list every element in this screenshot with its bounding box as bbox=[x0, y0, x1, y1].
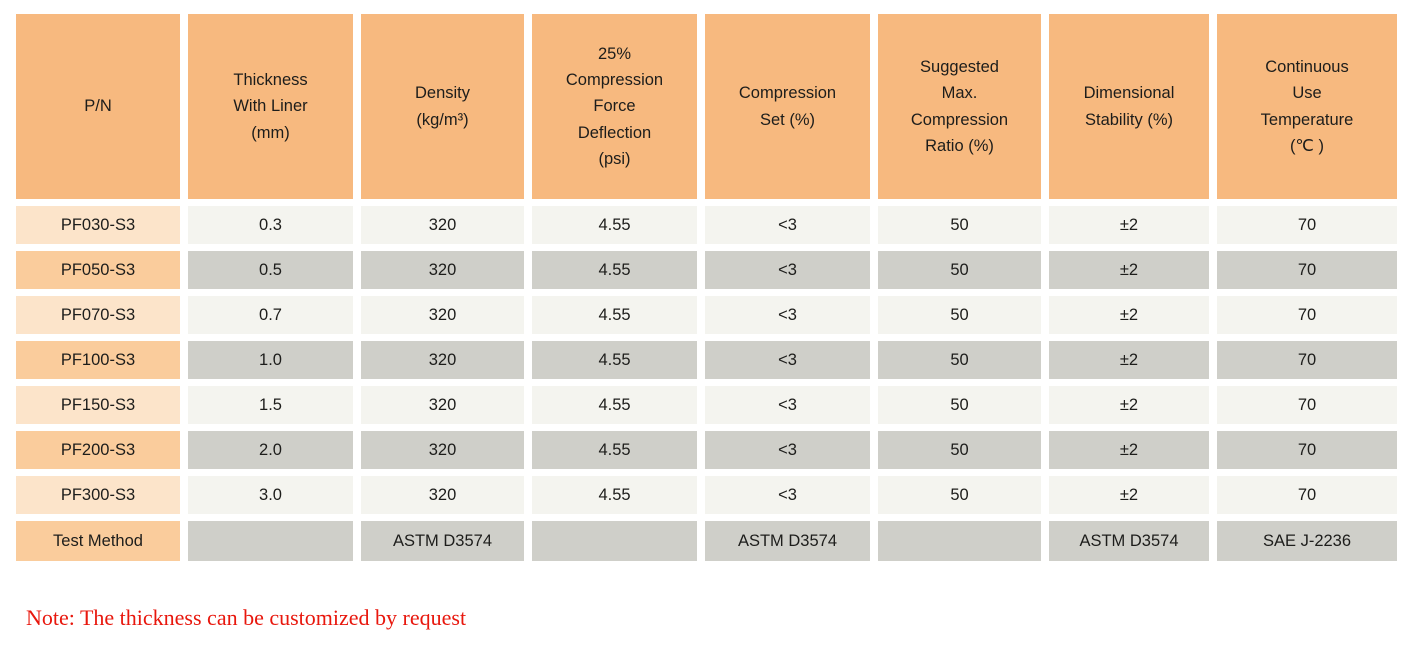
table-row: PF100-S3 1.0 320 4.55 <3 50 ±2 70 bbox=[16, 341, 1397, 379]
header-cell-5: Suggested Max. Compression Ratio (%) bbox=[878, 14, 1041, 199]
value-cell: <3 bbox=[705, 341, 870, 379]
value-cell: 4.55 bbox=[532, 431, 697, 469]
value-cell: <3 bbox=[705, 251, 870, 289]
value-cell: 0.5 bbox=[188, 251, 353, 289]
value-cell: 0.3 bbox=[188, 206, 353, 244]
value-cell: 320 bbox=[361, 296, 524, 334]
test-method-cell bbox=[878, 521, 1041, 561]
value-cell: 70 bbox=[1217, 341, 1397, 379]
value-cell: 50 bbox=[878, 251, 1041, 289]
value-cell: ±2 bbox=[1049, 206, 1209, 244]
value-cell: 70 bbox=[1217, 251, 1397, 289]
pn-cell: PF150-S3 bbox=[16, 386, 180, 424]
value-cell: 70 bbox=[1217, 431, 1397, 469]
table-row: PF030-S3 0.3 320 4.55 <3 50 ±2 70 bbox=[16, 206, 1397, 244]
pn-cell: PF200-S3 bbox=[16, 431, 180, 469]
table-row: PF050-S3 0.5 320 4.55 <3 50 ±2 70 bbox=[16, 251, 1397, 289]
value-cell: 70 bbox=[1217, 296, 1397, 334]
pn-cell: PF050-S3 bbox=[16, 251, 180, 289]
pn-cell: PF070-S3 bbox=[16, 296, 180, 334]
value-cell: ±2 bbox=[1049, 386, 1209, 424]
value-cell: 320 bbox=[361, 386, 524, 424]
header-cell-6: Dimensional Stability (%) bbox=[1049, 14, 1209, 199]
value-cell: 3.0 bbox=[188, 476, 353, 514]
header-cell-1: Thickness With Liner (mm) bbox=[188, 14, 353, 199]
value-cell: 70 bbox=[1217, 476, 1397, 514]
header-cell-7: Continuous Use Temperature (℃ ) bbox=[1217, 14, 1397, 199]
value-cell: ±2 bbox=[1049, 476, 1209, 514]
spec-table: P/N Thickness With Liner (mm) Density (kg/… bbox=[8, 7, 1405, 568]
value-cell: 2.0 bbox=[188, 431, 353, 469]
value-cell: ±2 bbox=[1049, 251, 1209, 289]
value-cell: ±2 bbox=[1049, 431, 1209, 469]
table-row: PF200-S3 2.0 320 4.55 <3 50 ±2 70 bbox=[16, 431, 1397, 469]
pn-cell: PF100-S3 bbox=[16, 341, 180, 379]
header-cell-3: 25% Compression Force Deflection (psi) bbox=[532, 14, 697, 199]
value-cell: <3 bbox=[705, 206, 870, 244]
value-cell: 4.55 bbox=[532, 341, 697, 379]
value-cell: <3 bbox=[705, 476, 870, 514]
note-text: Note: The thickness can be customized by… bbox=[26, 605, 467, 630]
header-row: P/N Thickness With Liner (mm) Density (kg/… bbox=[16, 14, 1397, 199]
value-cell: <3 bbox=[705, 431, 870, 469]
test-method-cell: ASTM D3574 bbox=[705, 521, 870, 561]
header-cell-4: Compression Set (%) bbox=[705, 14, 870, 199]
test-method-cell: SAE J-2236 bbox=[1217, 521, 1397, 561]
value-cell: 70 bbox=[1217, 206, 1397, 244]
table-body: PF030-S3 0.3 320 4.55 <3 50 ±2 70 PF050-S3 0.5 320… bbox=[16, 206, 1397, 561]
table-header: P/N Thickness With Liner (mm) Density (kg/… bbox=[16, 14, 1397, 199]
test-method-cell: ASTM D3574 bbox=[1049, 521, 1209, 561]
value-cell: 1.0 bbox=[188, 341, 353, 379]
value-cell: 0.7 bbox=[188, 296, 353, 334]
value-cell: 4.55 bbox=[532, 476, 697, 514]
value-cell: 50 bbox=[878, 431, 1041, 469]
value-cell: 1.5 bbox=[188, 386, 353, 424]
value-cell: 50 bbox=[878, 341, 1041, 379]
pn-cell: PF300-S3 bbox=[16, 476, 180, 514]
header-cell-2: Density (kg/m³) bbox=[361, 14, 524, 199]
value-cell: <3 bbox=[705, 386, 870, 424]
value-cell: 4.55 bbox=[532, 206, 697, 244]
table-row: PF070-S3 0.7 320 4.55 <3 50 ±2 70 bbox=[16, 296, 1397, 334]
value-cell: 4.55 bbox=[532, 251, 697, 289]
table-row: PF150-S3 1.5 320 4.55 <3 50 ±2 70 bbox=[16, 386, 1397, 424]
datasheet-page: P/N Thickness With Liner (mm) Density (kg/… bbox=[8, 7, 1405, 630]
test-method-label-cell: Test Method bbox=[16, 521, 180, 561]
value-cell: 50 bbox=[878, 476, 1041, 514]
value-cell: ±2 bbox=[1049, 296, 1209, 334]
test-method-row: Test Method ASTM D3574 ASTM D3574 ASTM D357… bbox=[16, 521, 1397, 561]
value-cell: 50 bbox=[878, 296, 1041, 334]
value-cell: 320 bbox=[361, 341, 524, 379]
pn-cell: PF030-S3 bbox=[16, 206, 180, 244]
value-cell: <3 bbox=[705, 296, 870, 334]
value-cell: 50 bbox=[878, 206, 1041, 244]
value-cell: 50 bbox=[878, 386, 1041, 424]
value-cell: 320 bbox=[361, 206, 524, 244]
value-cell: 4.55 bbox=[532, 386, 697, 424]
value-cell: 70 bbox=[1217, 386, 1397, 424]
value-cell: 320 bbox=[361, 431, 524, 469]
value-cell: 320 bbox=[361, 476, 524, 514]
table-row: PF300-S3 3.0 320 4.55 <3 50 ±2 70 bbox=[16, 476, 1397, 514]
value-cell: ±2 bbox=[1049, 341, 1209, 379]
header-cell-0: P/N bbox=[16, 14, 180, 199]
value-cell: 4.55 bbox=[532, 296, 697, 334]
test-method-cell bbox=[188, 521, 353, 561]
test-method-cell: ASTM D3574 bbox=[361, 521, 524, 561]
test-method-cell bbox=[532, 521, 697, 561]
value-cell: 320 bbox=[361, 251, 524, 289]
